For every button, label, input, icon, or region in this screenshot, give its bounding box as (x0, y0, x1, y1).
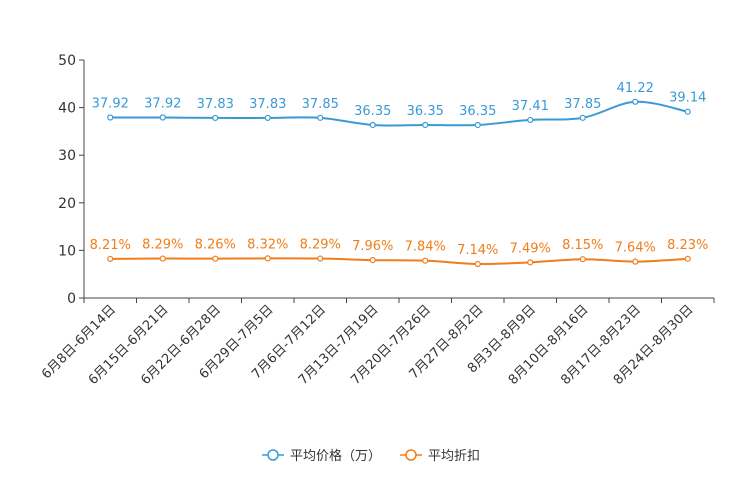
data-point[interactable] (684, 108, 691, 115)
data-point[interactable] (107, 114, 114, 121)
series-layer: 37.92 37.92 37.83 37.83 37.85 36.35 36.35 36.35… (90, 81, 708, 268)
data-label: 36.35 (459, 104, 496, 119)
data-point[interactable] (422, 257, 429, 264)
data-label: 8.29% (300, 238, 341, 253)
data-point[interactable] (159, 114, 166, 121)
data-point[interactable] (212, 114, 219, 122)
data-label: 7.84% (405, 240, 446, 255)
data-point[interactable] (632, 98, 639, 105)
legend-item-2[interactable]: 平均折扣 (400, 449, 480, 464)
y-tick-label: 40 (58, 101, 76, 117)
data-point[interactable] (264, 114, 271, 122)
data-label: 8.15% (562, 238, 603, 253)
data-label: 7.49% (510, 241, 551, 256)
legend-label: 平均价格（万） (290, 448, 381, 464)
data-point[interactable] (474, 260, 481, 268)
data-point[interactable] (632, 258, 639, 265)
series-2: 8.21% 8.29% 8.26% 8.32% 8.29% 7.96% 7.84% 7.14%… (90, 237, 708, 268)
data-point[interactable] (579, 114, 586, 121)
legend-marker-icon (405, 449, 417, 461)
x-axis: 6月8日-6月14日6月15日-6月21日6月22日-6月28日6月29日-7月… (39, 297, 715, 388)
y-tick-label: 30 (58, 148, 76, 164)
data-label: 8.21% (90, 238, 131, 253)
data-label: 7.64% (615, 241, 656, 256)
data-label: 7.96% (352, 239, 393, 254)
y-tick-label: 10 (58, 243, 76, 259)
data-label: 7.14% (457, 243, 498, 258)
data-label: 37.41 (512, 99, 549, 114)
legend-label: 平均折扣 (428, 449, 480, 464)
data-label: 37.92 (92, 97, 129, 112)
series-line (110, 100, 688, 127)
data-label: 37.92 (144, 97, 181, 112)
data-point[interactable] (369, 257, 376, 264)
data-point[interactable] (212, 255, 219, 262)
data-point[interactable] (317, 114, 324, 121)
y-tick-label: 0 (67, 291, 76, 307)
data-point[interactable] (527, 259, 534, 266)
y-axis: 0 10 20 30 40 50 (58, 53, 85, 307)
data-label: 8.23% (667, 238, 708, 253)
data-point[interactable] (317, 255, 324, 262)
data-label: 37.83 (249, 97, 286, 112)
data-label: 39.14 (669, 91, 706, 106)
data-label: 8.32% (247, 237, 288, 252)
legend-marker-icon (267, 449, 279, 461)
data-point[interactable] (474, 121, 481, 129)
data-label: 36.35 (354, 104, 391, 119)
data-label: 8.26% (195, 238, 236, 253)
data-label: 37.85 (302, 97, 339, 112)
legend-item-1[interactable]: 平均价格（万） (262, 448, 381, 464)
data-point[interactable] (422, 121, 429, 129)
data-label: 8.29% (142, 238, 183, 253)
y-tick-label: 50 (58, 53, 76, 69)
y-tick-label: 20 (58, 196, 76, 212)
data-point[interactable] (369, 121, 376, 129)
data-label: 37.83 (197, 97, 234, 112)
data-label: 41.22 (617, 81, 654, 96)
data-point[interactable] (684, 255, 691, 262)
data-point[interactable] (264, 255, 271, 262)
data-label: 37.85 (564, 97, 601, 112)
legend: 平均价格（万） 平均折扣 (262, 448, 480, 464)
data-point[interactable] (579, 256, 586, 263)
data-label: 36.35 (407, 104, 444, 119)
series-1: 37.92 37.92 37.83 37.83 37.85 36.35 36.35 36.35… (92, 81, 706, 129)
data-point[interactable] (159, 255, 166, 262)
data-point[interactable] (107, 255, 114, 263)
series-line (110, 257, 688, 266)
data-point[interactable] (527, 116, 534, 124)
